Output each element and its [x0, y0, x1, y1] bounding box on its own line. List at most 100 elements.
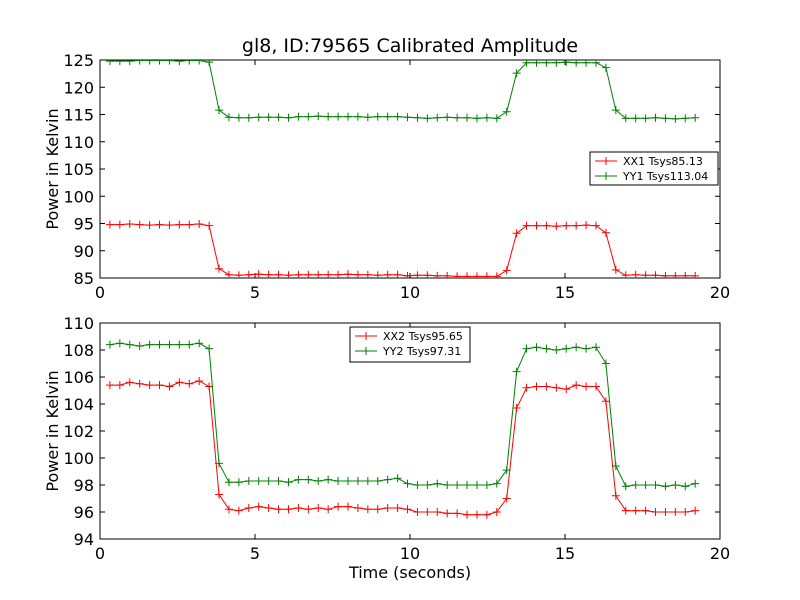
data-point: [522, 383, 531, 392]
legend-label: YY1 Tsys113.04: [622, 170, 708, 183]
data-point: [601, 63, 610, 72]
data-point: [482, 481, 491, 489]
data-point: [115, 220, 124, 229]
data-point: [324, 505, 333, 514]
data-point: [373, 112, 382, 121]
data-point: [691, 479, 700, 488]
data-point: [443, 271, 452, 278]
data-point: [671, 114, 680, 123]
data-point: [224, 505, 233, 514]
data-point: [135, 341, 144, 350]
top-subplot: 0 5 10 15 20 85 90 95 100 105 110 115 120 125 Power in…: [43, 51, 730, 302]
data-point: [651, 271, 660, 278]
data-point: [601, 359, 610, 368]
data-point: [105, 220, 114, 229]
data-point: [641, 481, 650, 489]
data-point: [195, 377, 204, 386]
legend-marker: [362, 332, 370, 340]
data-point: [145, 221, 154, 230]
data-point: [125, 340, 134, 349]
data-point: [423, 508, 432, 516]
y-axis-label: Power in Kelvin: [43, 108, 62, 229]
data-point: [284, 113, 293, 122]
y-tick-label: 120: [63, 78, 94, 97]
data-point: [165, 221, 174, 230]
data-point: [463, 481, 472, 489]
data-point: [115, 60, 124, 66]
data-point: [532, 343, 541, 352]
data-point: [145, 340, 154, 349]
x-tick-label: 0: [95, 283, 105, 302]
data-point: [661, 271, 670, 278]
data-point: [185, 379, 194, 388]
data-point: [413, 271, 422, 278]
y-tick-label: 106: [63, 368, 94, 387]
y-tick-label: 85: [74, 269, 94, 288]
data-point: [472, 272, 481, 278]
data-point: [304, 112, 313, 121]
data-point: [562, 60, 571, 67]
data-point: [304, 475, 313, 484]
data-point: [254, 113, 263, 122]
y-tick-label: 94: [74, 530, 94, 549]
series-1: [105, 339, 700, 491]
data-point: [651, 508, 660, 516]
x-axis-label: Time (seconds): [348, 563, 471, 582]
data-point: [532, 60, 541, 67]
data-point: [353, 503, 362, 512]
data-point: [502, 266, 511, 275]
data-point: [363, 113, 372, 122]
data-point: [195, 220, 204, 229]
series-line: [109, 380, 696, 516]
data-point: [344, 476, 352, 485]
x-tick-label: 15: [555, 283, 575, 302]
data-point: [542, 344, 551, 353]
data-point: [353, 476, 362, 485]
data-point: [641, 271, 650, 278]
data-point: [284, 478, 293, 487]
legend-box: [349, 326, 471, 363]
data-point: [125, 60, 134, 66]
data-point: [195, 339, 204, 348]
data-point: [552, 346, 561, 354]
data-point: [443, 113, 452, 122]
data-point: [582, 221, 591, 230]
data-point: [334, 270, 343, 278]
data-point: [582, 60, 591, 67]
data-point: [562, 221, 571, 230]
data-point: [691, 113, 700, 122]
data-point: [592, 382, 600, 391]
legend-box: [589, 151, 719, 186]
data-point: [492, 114, 501, 123]
data-point: [592, 221, 600, 230]
data-point: [433, 271, 442, 278]
data-point: [611, 491, 620, 500]
data-point: [294, 270, 303, 278]
data-point: [572, 343, 581, 352]
data-point: [681, 508, 690, 516]
data-point: [125, 378, 134, 387]
data-point: [244, 476, 253, 485]
legend-marker: [362, 347, 370, 355]
data-point: [373, 476, 382, 485]
data-point: [572, 381, 581, 390]
data-point: [165, 340, 174, 349]
data-point: [532, 382, 541, 391]
data-point: [215, 264, 224, 273]
data-point: [413, 113, 422, 122]
data-point: [115, 381, 124, 390]
data-point: [224, 270, 233, 278]
data-point: [274, 270, 283, 278]
data-point: [542, 382, 551, 391]
data-point: [234, 506, 243, 515]
data-point: [353, 270, 362, 278]
data-point: [383, 270, 392, 278]
data-point: [433, 113, 442, 122]
data-point: [512, 404, 521, 413]
data-point: [393, 503, 402, 512]
data-point: [274, 113, 283, 122]
data-point: [463, 510, 472, 519]
data-point: [155, 381, 164, 390]
data-point: [205, 221, 214, 230]
